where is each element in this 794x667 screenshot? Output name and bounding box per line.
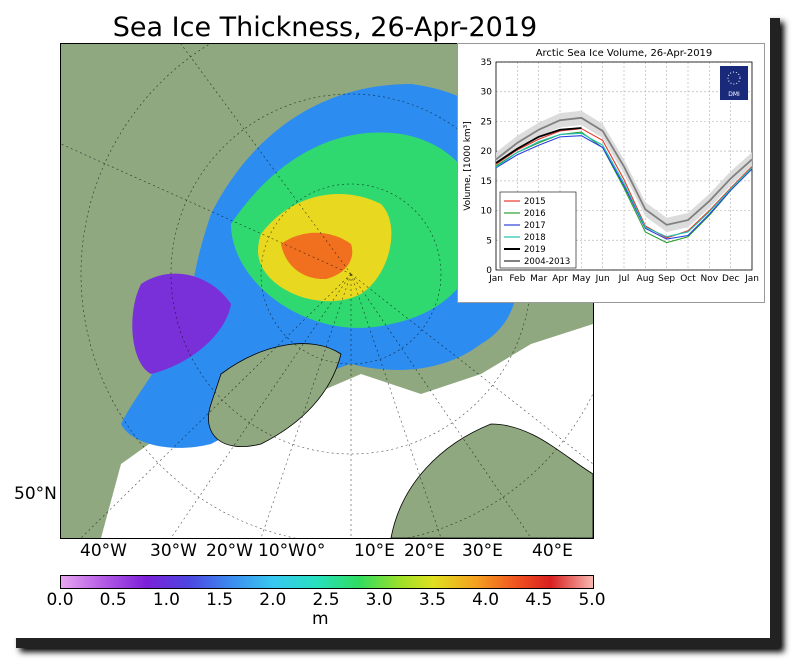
legend-label: 2017 xyxy=(524,221,546,231)
legend-box xyxy=(499,191,577,269)
series-line-2018 xyxy=(495,132,753,238)
y-tick-label: 25 xyxy=(481,117,492,127)
colorbar-tick-label: 1.5 xyxy=(206,590,234,610)
series-line-2017 xyxy=(495,135,753,240)
climatology-band xyxy=(496,110,752,232)
x-tick-label: Jan xyxy=(488,274,503,284)
y-tick-label: 0 xyxy=(486,266,492,276)
colorbar-tick-label: 1.0 xyxy=(152,590,180,610)
lon-label: 10°W xyxy=(258,541,305,561)
dmi-logo-text: DMI xyxy=(728,91,740,98)
lat-label: 50°N xyxy=(14,484,57,504)
x-tick-label: Apr xyxy=(552,274,568,284)
y-tick-label: 30 xyxy=(481,88,493,98)
series-line-2019 xyxy=(495,127,582,164)
x-tick-label: Sep xyxy=(658,274,675,284)
y-tick-label: 20 xyxy=(481,147,493,157)
volume-chart: Arctic Sea Ice Volume, 26-Apr-2019 0 5 10 15… xyxy=(463,48,759,284)
y-tick-label: 10 xyxy=(481,207,493,217)
y-tick-label: 5 xyxy=(486,236,492,246)
lon-label: 20°W xyxy=(206,541,253,561)
colorbar-tick-label: 5.0 xyxy=(578,590,606,610)
x-tick-label: Jan xyxy=(744,274,759,284)
legend-label: 2004-2013 xyxy=(524,257,570,267)
lon-label: 40°E xyxy=(532,541,573,561)
series-line-2004-2013 xyxy=(495,116,753,226)
x-tick-label: Oct xyxy=(680,274,696,284)
y-tick-label: 15 xyxy=(481,177,492,187)
series-line-2015 xyxy=(495,127,753,239)
x-tick-label: Feb xyxy=(509,274,525,284)
lon-label: 0° xyxy=(306,541,326,561)
volume-chart-inset: Arctic Sea Ice Volume, 26-Apr-2019 0 5 10 15… xyxy=(457,43,765,303)
y-axis-label: Volume, [1000 km³] xyxy=(463,121,473,211)
colorbar-tick-label: 4.5 xyxy=(525,590,553,610)
x-tick-label: Mar xyxy=(530,274,547,284)
colorbar-tick-label: 2.5 xyxy=(312,590,340,610)
x-tick-label: Jun xyxy=(595,274,610,284)
figure-title: Sea Ice Thickness, 26-Apr-2019 xyxy=(112,12,538,43)
x-tick-label: Aug xyxy=(637,274,655,284)
legend-label: 2016 xyxy=(524,209,546,219)
colorbar-unit: m xyxy=(312,609,329,629)
x-tick-label: Nov xyxy=(701,274,719,284)
lon-label: 20°E xyxy=(404,541,445,561)
colorbar-tick-label: 3.0 xyxy=(365,590,393,610)
legend-label: 2018 xyxy=(524,233,546,243)
colorbar-tick-label: 0.0 xyxy=(46,590,74,610)
dmi-logo-emblem xyxy=(727,71,741,85)
colorbar-tick-label: 3.5 xyxy=(418,590,446,610)
colorbar-tick-label: 2.0 xyxy=(259,590,287,610)
greenland xyxy=(208,343,342,447)
x-tick-label: Jul xyxy=(618,274,630,284)
y-tick-label: 35 xyxy=(481,58,492,68)
legend-label: 2019 xyxy=(524,245,546,255)
x-tick-label: Dec xyxy=(722,274,739,284)
lon-label: 10°E xyxy=(354,541,395,561)
colorbar-tick-label: 4.0 xyxy=(472,590,500,610)
series-line-2016 xyxy=(495,131,753,244)
lon-label: 30°W xyxy=(150,541,197,561)
lon-label: 30°E xyxy=(462,541,503,561)
lon-label: 40°W xyxy=(80,541,127,561)
x-tick-label: May xyxy=(572,274,591,284)
legend-label: 2015 xyxy=(524,197,546,207)
thickest-ice xyxy=(281,232,353,280)
chart-title: Arctic Sea Ice Volume, 26-Apr-2019 xyxy=(536,48,713,59)
thin-ice-bay xyxy=(132,273,231,374)
colorbar xyxy=(60,575,594,589)
colorbar-tick-label: 0.5 xyxy=(99,590,127,610)
